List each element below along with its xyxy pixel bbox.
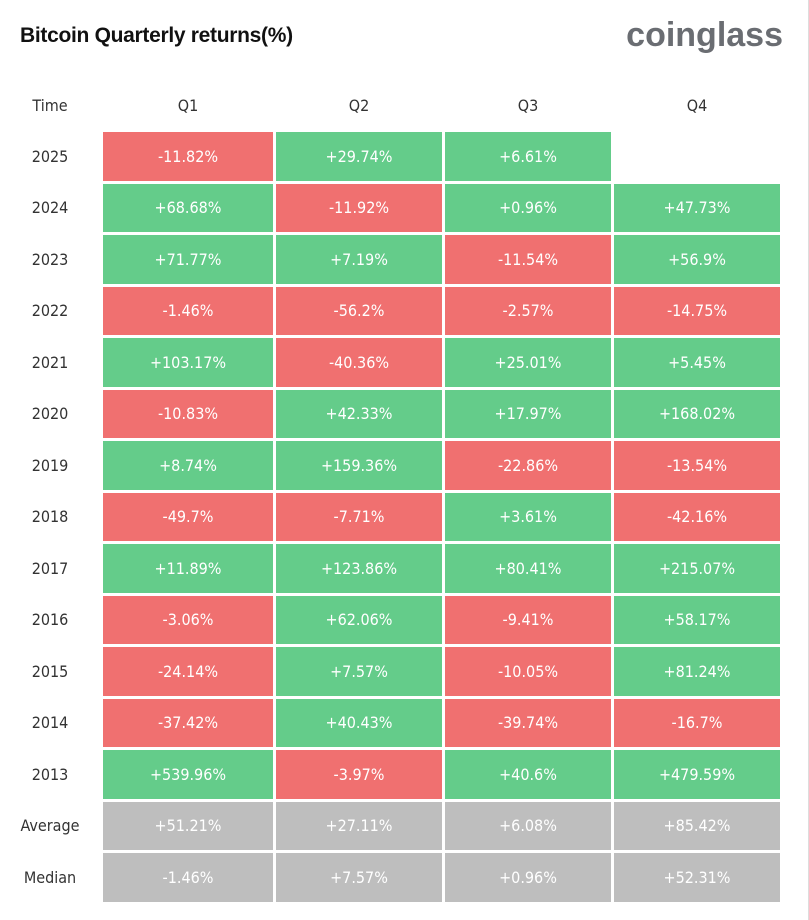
table-row-2013: 2013 +539.96% -3.97% +40.6% +479.59%	[0, 750, 780, 799]
column-header-q2: Q2	[348, 95, 370, 115]
return-cell-q4: +52.31%	[614, 853, 780, 902]
return-cell-q3: +6.08%	[445, 801, 611, 850]
return-cell-q4: +215.07%	[614, 544, 780, 593]
return-cell-q2: +123.86%	[276, 544, 442, 593]
row-label: Median	[23, 867, 77, 887]
return-cell-q1: -11.82%	[103, 132, 273, 181]
return-cell-q1: +11.89%	[103, 544, 273, 593]
return-cell-q1: -1.46%	[103, 853, 273, 902]
return-cell-q4: +81.24%	[614, 647, 780, 696]
table-row-2014: 2014 -37.42% +40.43% -39.74% -16.7%	[0, 698, 780, 747]
table-row-2017: 2017 +11.89% +123.86% +80.41% +215.07%	[0, 544, 780, 593]
return-cell-q2: -7.71%	[276, 492, 442, 541]
row-label: 2019	[31, 455, 69, 475]
return-cell-q3: +17.97%	[445, 389, 611, 438]
return-cell-q1: -1.46%	[103, 286, 273, 335]
page-title: Bitcoin Quarterly returns(%)	[20, 24, 293, 47]
summary-row-average: Average +51.21% +27.11% +6.08% +85.42%	[0, 801, 780, 850]
return-cell-q1: -3.06%	[103, 595, 273, 644]
table-row-2020: 2020 -10.83% +42.33% +17.97% +168.02%	[0, 389, 780, 438]
return-cell-q2: +40.43%	[276, 698, 442, 747]
row-label: 2020	[31, 404, 69, 424]
return-cell-q4: +85.42%	[614, 801, 780, 850]
return-cell-q3: +6.61%	[445, 132, 611, 181]
return-cell-q2: -56.2%	[276, 286, 442, 335]
return-cell-q4: +56.9%	[614, 235, 780, 284]
return-cell-q3: +80.41%	[445, 544, 611, 593]
return-cell-q4: -14.75%	[614, 286, 780, 335]
return-cell-q3: -9.41%	[445, 595, 611, 644]
table-row-2024: 2024 +68.68% -11.92% +0.96% +47.73%	[0, 183, 780, 232]
column-header-q4: Q4	[686, 95, 708, 115]
return-cell-q4: +58.17%	[614, 595, 780, 644]
return-cell-q2: +159.36%	[276, 441, 442, 490]
return-cell-q3: +25.01%	[445, 338, 611, 387]
table-row-2016: 2016 -3.06% +62.06% -9.41% +58.17%	[0, 595, 780, 644]
return-cell-q2: +7.57%	[276, 647, 442, 696]
return-cell-q3: +3.61%	[445, 492, 611, 541]
row-label: 2015	[31, 661, 69, 681]
return-cell-q2: +27.11%	[276, 801, 442, 850]
coinglass-logo: coinglass	[626, 16, 783, 54]
return-cell-q1: -24.14%	[103, 647, 273, 696]
return-cell-q1: -10.83%	[103, 389, 273, 438]
return-cell-q3: +40.6%	[445, 750, 611, 799]
header-row: Time Q1 Q2 Q3 Q4	[0, 81, 780, 129]
return-cell-q3: +0.96%	[445, 183, 611, 232]
return-cell-q1: -37.42%	[103, 698, 273, 747]
return-cell-q1: +71.77%	[103, 235, 273, 284]
row-label: 2013	[31, 764, 69, 784]
return-cell-q4: +479.59%	[614, 750, 780, 799]
return-cell-q3: +0.96%	[445, 853, 611, 902]
column-header-q1: Q1	[177, 95, 199, 115]
table-row-2023: 2023 +71.77% +7.19% -11.54% +56.9%	[0, 235, 780, 284]
return-cell-q1: -49.7%	[103, 492, 273, 541]
return-cell-q4: -13.54%	[614, 441, 780, 490]
table-row-2015: 2015 -24.14% +7.57% -10.05% +81.24%	[0, 647, 780, 696]
return-cell-q3: -11.54%	[445, 235, 611, 284]
return-cell-q1: +539.96%	[103, 750, 273, 799]
row-label: 2018	[31, 507, 69, 527]
row-label: 2024	[31, 198, 69, 218]
return-cell-q4	[614, 132, 780, 181]
return-cell-q2: -11.92%	[276, 183, 442, 232]
row-label: 2014	[31, 713, 69, 733]
return-cell-q2: -3.97%	[276, 750, 442, 799]
return-cell-q3: -10.05%	[445, 647, 611, 696]
return-cell-q4: -42.16%	[614, 492, 780, 541]
return-cell-q2: -40.36%	[276, 338, 442, 387]
return-cell-q4: +47.73%	[614, 183, 780, 232]
return-cell-q2: +29.74%	[276, 132, 442, 181]
table-row-2022: 2022 -1.46% -56.2% -2.57% -14.75%	[0, 286, 780, 335]
column-header-q3: Q3	[517, 95, 539, 115]
return-cell-q2: +42.33%	[276, 389, 442, 438]
row-label: Average	[20, 816, 80, 836]
row-label: 2025	[31, 146, 69, 166]
row-label: 2016	[31, 610, 69, 630]
return-cell-q2: +7.57%	[276, 853, 442, 902]
return-cell-q4: +5.45%	[614, 338, 780, 387]
summary-row-median: Median -1.46% +7.57% +0.96% +52.31%	[0, 853, 780, 902]
return-cell-q3: -39.74%	[445, 698, 611, 747]
return-cell-q3: -2.57%	[445, 286, 611, 335]
row-label: 2021	[31, 352, 69, 372]
table-row-2025: 2025 -11.82% +29.74% +6.61%	[0, 132, 780, 181]
return-cell-q1: +103.17%	[103, 338, 273, 387]
quarterly-returns-table: Time Q1 Q2 Q3 Q4 2025 -11.82% +29.74% +6.61% 202…	[0, 78, 783, 905]
return-cell-q3: -22.86%	[445, 441, 611, 490]
table-row-2018: 2018 -49.7% -7.71% +3.61% -42.16%	[0, 492, 780, 541]
row-label: 2017	[31, 558, 69, 578]
table-row-2021: 2021 +103.17% -40.36% +25.01% +5.45%	[0, 338, 780, 387]
row-label: 2022	[31, 301, 69, 321]
return-cell-q1: +51.21%	[103, 801, 273, 850]
table-row-2019: 2019 +8.74% +159.36% -22.86% -13.54%	[0, 441, 780, 490]
return-cell-q4: +168.02%	[614, 389, 780, 438]
column-header-time: Time	[32, 95, 68, 115]
row-label: 2023	[31, 249, 69, 269]
return-cell-q2: +7.19%	[276, 235, 442, 284]
return-cell-q4: -16.7%	[614, 698, 780, 747]
return-cell-q1: +68.68%	[103, 183, 273, 232]
return-cell-q2: +62.06%	[276, 595, 442, 644]
return-cell-q1: +8.74%	[103, 441, 273, 490]
